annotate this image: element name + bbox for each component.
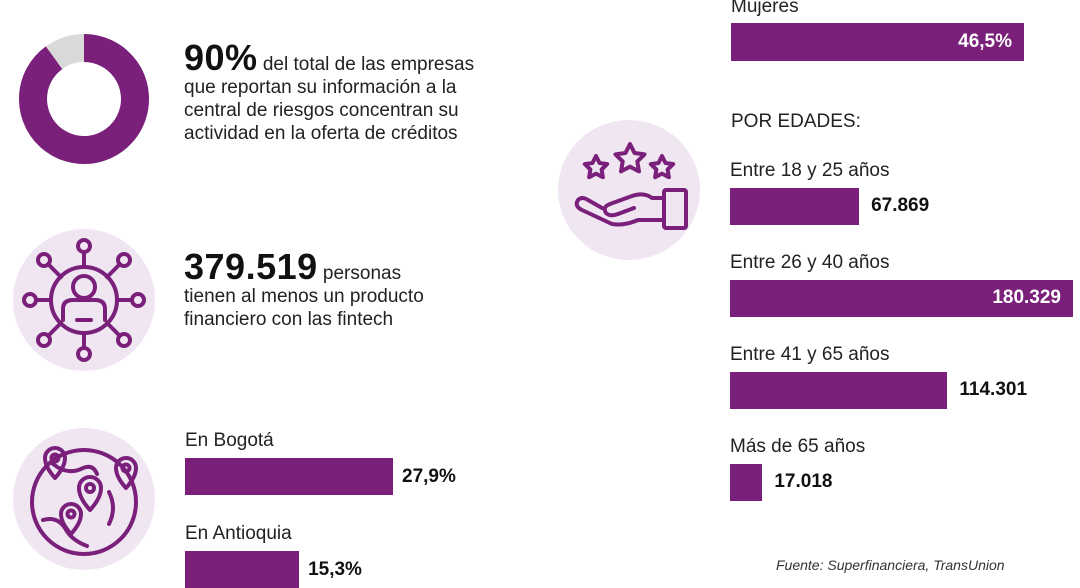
- stat-fintech-block: 379.519 personas tienen al menos un prod…: [184, 249, 524, 331]
- age-category-label: Más de 65 años: [730, 436, 866, 457]
- age-bar-value-label: 67.869: [871, 195, 930, 216]
- globe-location-pins-icon: [30, 446, 138, 556]
- donut-chart-icon: [19, 34, 149, 164]
- donut-main-segment: [19, 34, 149, 164]
- source-note: Fuente: Superfinanciera, TransUnion: [776, 557, 1005, 573]
- stat-fintech-lead: personas: [322, 263, 402, 284]
- age-category-label: Entre 18 y 25 años: [730, 160, 890, 181]
- bar-value-label: 27,9%: [402, 465, 456, 487]
- age-category-label: Entre 26 y 40 años: [730, 252, 890, 273]
- hand-three-stars-icon: [574, 142, 688, 230]
- stat-90-lead: del total de las empresas: [262, 54, 475, 75]
- bar-category-label: En Bogotá: [185, 430, 274, 451]
- stat-90-value: 90%: [184, 37, 258, 78]
- age-chart-title: POR EDADES:: [731, 111, 861, 132]
- bar-value-label: 46,5%: [958, 31, 1012, 52]
- age-bar: [730, 372, 948, 409]
- bar: [185, 551, 300, 588]
- age-bar-value-label: 180.329: [992, 287, 1061, 308]
- stat-90-block: 90% del total de las empresas que report…: [184, 40, 524, 145]
- age-bar: [730, 464, 763, 501]
- age-bar-value-label: 114.301: [959, 379, 1028, 400]
- bar-category-label: En Antioquia: [185, 523, 292, 544]
- stat-fintech-value: 379.519: [184, 246, 318, 287]
- network-person-icon: [22, 238, 146, 362]
- age-category-label: Entre 41 y 65 años: [730, 344, 890, 365]
- bar-value-label: 15,3%: [308, 558, 362, 580]
- stat-90-text: que reportan su información a la central…: [184, 77, 459, 144]
- stat-fintech-text: tienen al menos un producto financiero c…: [184, 286, 424, 330]
- age-bar-value-label: 17.018: [774, 471, 833, 492]
- age-bar: [730, 280, 1073, 317]
- age-bar: [730, 188, 860, 225]
- bar: [731, 23, 1024, 61]
- bar: [185, 458, 393, 495]
- bar-category-label: Mujeres: [731, 0, 799, 17]
